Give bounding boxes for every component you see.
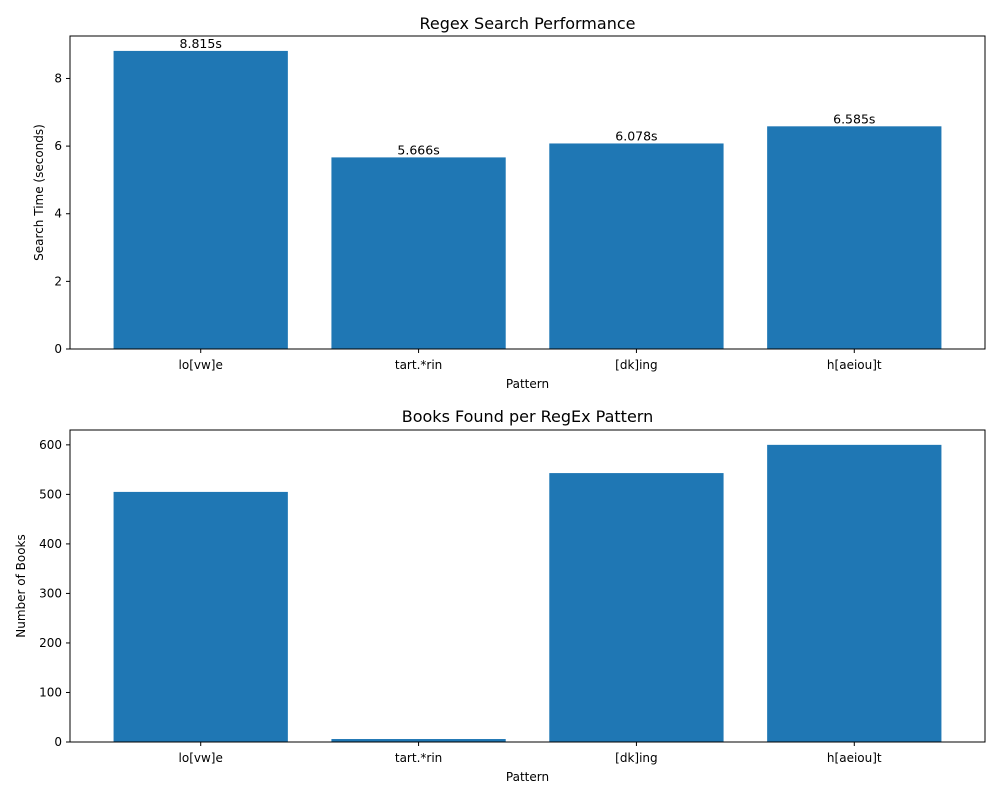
x-tick-label: h[aeiou]t bbox=[827, 358, 882, 372]
x-ticks-group: lo[vw]e tart.*rin [dk]ing h[aeiou]t bbox=[179, 742, 882, 765]
axes-frame bbox=[69, 429, 986, 743]
bar-value-label: 6.078s bbox=[615, 128, 657, 143]
y-tick-label: 4 bbox=[54, 207, 62, 221]
x-tick-label: lo[vw]e bbox=[179, 358, 223, 372]
bar-2 bbox=[549, 143, 724, 349]
y-tick-label: 8 bbox=[54, 71, 62, 85]
y-tick-label: 400 bbox=[39, 537, 62, 551]
axes-frame bbox=[69, 35, 986, 350]
y-axis-label: Search Time (seconds) bbox=[32, 124, 46, 261]
bars-group bbox=[113, 444, 942, 742]
y-tick-label: 0 bbox=[54, 735, 62, 749]
y-tick-label: 6 bbox=[54, 139, 62, 153]
x-tick-label: tart.*rin bbox=[395, 751, 442, 765]
books-found-chart: Books Found per RegEx Pattern 0 100 200 300… bbox=[14, 407, 986, 784]
x-tick-label: [dk]ing bbox=[615, 751, 658, 765]
x-tick-label: [dk]ing bbox=[615, 358, 658, 372]
y-tick-label: 500 bbox=[39, 487, 62, 501]
bar-value-label: 5.666s bbox=[397, 142, 439, 157]
y-ticks-group: 0 2 4 6 8 bbox=[54, 71, 70, 356]
x-axis-label: Pattern bbox=[506, 770, 549, 784]
y-axis-label: Number of Books bbox=[14, 534, 28, 638]
y-tick-label: 600 bbox=[39, 438, 62, 452]
bar-0 bbox=[113, 50, 288, 350]
y-ticks-group: 0 100 200 300 400 500 600 bbox=[39, 438, 70, 749]
y-tick-label: 300 bbox=[39, 586, 62, 600]
bar-3 bbox=[767, 444, 942, 742]
bar-labels-group: 8.815s 5.666s 6.078s 6.585s bbox=[180, 36, 876, 157]
x-tick-label: tart.*rin bbox=[395, 358, 442, 372]
bar-0 bbox=[113, 491, 288, 742]
bars-group bbox=[113, 50, 942, 350]
x-axis-label: Pattern bbox=[506, 377, 549, 391]
x-tick-label: h[aeiou]t bbox=[827, 751, 882, 765]
bar-2 bbox=[549, 473, 724, 742]
bar-1 bbox=[331, 157, 506, 349]
chart-title: Regex Search Performance bbox=[420, 14, 636, 33]
y-tick-label: 100 bbox=[39, 685, 62, 699]
chart-title: Books Found per RegEx Pattern bbox=[402, 407, 653, 426]
y-tick-label: 2 bbox=[54, 274, 62, 288]
x-tick-label: lo[vw]e bbox=[179, 751, 223, 765]
y-tick-label: 0 bbox=[54, 342, 62, 356]
bar-3 bbox=[767, 126, 942, 349]
bar-value-label: 6.585s bbox=[833, 111, 875, 126]
y-tick-label: 200 bbox=[39, 636, 62, 650]
bar-1 bbox=[331, 739, 506, 742]
bar-value-label: 8.815s bbox=[180, 36, 222, 51]
x-ticks-group: lo[vw]e tart.*rin [dk]ing h[aeiou]t bbox=[179, 349, 882, 372]
search-time-chart: Regex Search Performance 8.815s 5.666s 6.0… bbox=[32, 14, 986, 391]
